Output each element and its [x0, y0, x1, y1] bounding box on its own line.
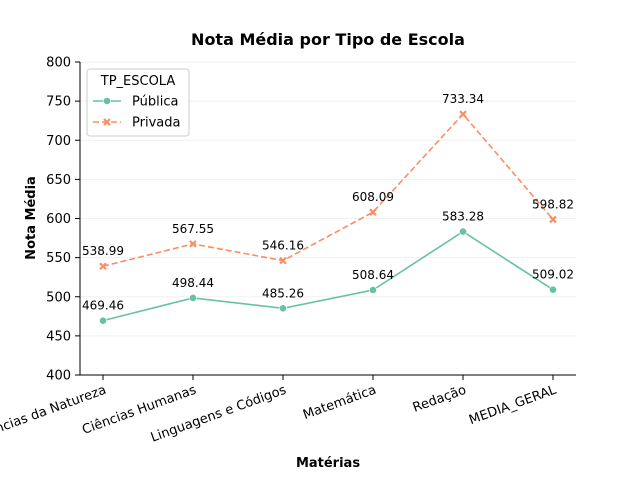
y-tick-label: 400 [46, 369, 71, 384]
legend-marker [103, 97, 111, 105]
series-point [369, 208, 377, 216]
y-tick-label: 450 [46, 329, 71, 344]
data-label: 583.28 [442, 210, 484, 224]
series-point [459, 227, 467, 236]
data-labels: 469.46 498.44 485.26 508.64 583.28 509.02 538.… [82, 92, 574, 312]
series-point [459, 110, 467, 118]
y-axis-label: Nota Média [24, 176, 39, 260]
data-label: 498.44 [172, 276, 214, 290]
data-label: 733.34 [442, 92, 484, 106]
data-label: 598.82 [532, 197, 574, 211]
series-group [99, 110, 557, 325]
grid-lines [80, 61, 576, 376]
series-point [279, 256, 287, 265]
y-tick-label: 500 [46, 290, 71, 305]
series-point [279, 304, 287, 313]
legend-box [86, 68, 190, 137]
legend-marker [103, 118, 111, 126]
series-point [189, 240, 197, 248]
legend: TP_ESCOLA Pública Privada [86, 68, 190, 137]
series-point [99, 262, 107, 271]
series-point [549, 285, 557, 294]
x-tick-label: Redação [411, 383, 469, 416]
legend-title: TP_ESCOLA [100, 74, 176, 89]
y-tick-label: 700 [46, 134, 71, 149]
data-label: 508.64 [352, 268, 394, 282]
x-tick-label: Matemática [301, 383, 378, 423]
y-tick-label: 750 [46, 95, 71, 110]
x-tick-label: MEDIA_GERAL [467, 382, 559, 428]
series-line-1 [102, 112, 554, 268]
data-label: 567.55 [172, 222, 214, 236]
data-label: 538.99 [82, 244, 124, 258]
y-tick-label: 800 [46, 56, 71, 71]
series-point [549, 215, 557, 224]
y-axis-ticks: 400 450 500 550 600 650 700 750 800 [46, 56, 80, 384]
y-tick-label: 650 [46, 173, 71, 188]
data-label: 485.26 [262, 286, 304, 300]
y-tick-label: 600 [46, 212, 71, 227]
series-line-0 [102, 230, 554, 322]
x-axis-label: Matérias [296, 456, 360, 471]
legend-label: Pública [132, 95, 178, 110]
series-point [369, 286, 377, 294]
data-label: 546.16 [262, 239, 304, 253]
series-point [99, 316, 107, 325]
data-label: 509.02 [532, 268, 574, 282]
series-point [189, 294, 197, 302]
data-label: 608.09 [352, 190, 394, 204]
data-label: 469.46 [82, 299, 124, 313]
y-tick-label: 550 [46, 251, 71, 266]
legend-label: Privada [132, 116, 180, 131]
chart-title: Nota Média por Tipo de Escola [191, 30, 465, 49]
